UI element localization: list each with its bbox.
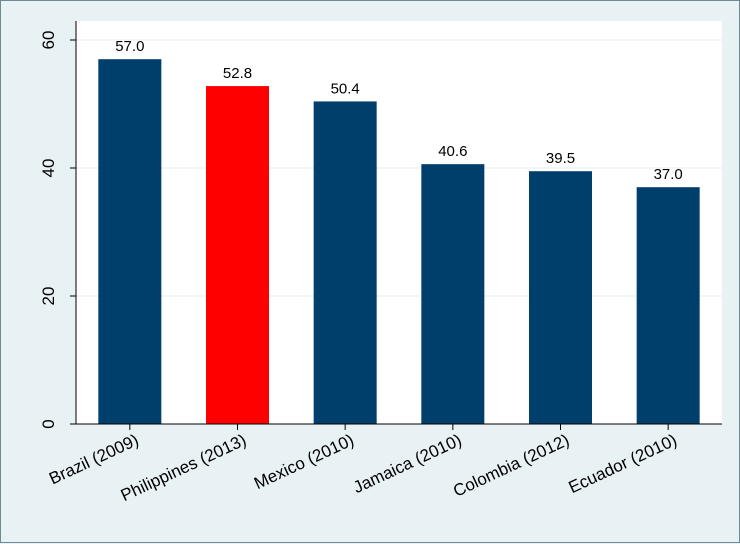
y-tick-label: 0 xyxy=(39,419,58,428)
data-label: 39.5 xyxy=(546,150,575,167)
bars xyxy=(98,59,700,424)
x-axis: Brazil (2009)Philippines (2013) Mexico (2… xyxy=(46,423,722,505)
y-tick-label: 40 xyxy=(39,159,58,178)
gridlines xyxy=(76,39,722,297)
bar-colombia-2012 xyxy=(529,171,592,424)
y-axis: 0 20 40 60 xyxy=(39,21,77,429)
data-label: 40.6 xyxy=(438,143,467,160)
bar-philippines-2013 xyxy=(206,86,269,424)
category-label: Mexico (2010) xyxy=(251,430,357,493)
bar-brazil-2009 xyxy=(98,59,162,424)
bar-mexico-2010 xyxy=(313,101,377,424)
data-labels: 57.0 52.8 50.4 40.6 39.5 37.0 xyxy=(115,38,683,183)
y-tick-label: 60 xyxy=(39,31,58,50)
data-label: 57.0 xyxy=(115,38,144,55)
category-label: Ecuador (2010) xyxy=(566,430,680,497)
data-label: 37.0 xyxy=(654,166,683,183)
category-label: Colombia (2012) xyxy=(450,430,572,500)
plot-area xyxy=(76,21,722,424)
bar-ecuador-2010 xyxy=(636,187,700,424)
data-label: 50.4 xyxy=(331,80,360,97)
y-tick-label: 20 xyxy=(39,287,58,306)
bar-jamaica-2010 xyxy=(421,164,485,424)
category-label: Brazil (2009) xyxy=(46,430,141,488)
category-label: Jamaica (2010) xyxy=(350,430,464,497)
data-label: 52.8 xyxy=(223,65,252,82)
